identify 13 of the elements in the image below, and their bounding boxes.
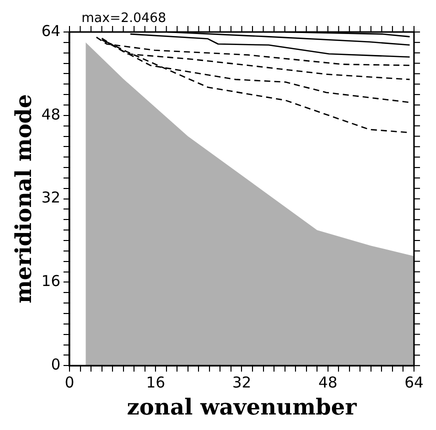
x-tick-label: 48 xyxy=(318,373,338,392)
x-tick-label: 16 xyxy=(146,373,166,392)
x-axis-title: zonal wavenumber xyxy=(126,394,357,421)
y-tick-label: 0 xyxy=(50,355,60,374)
y-tick-label: 32 xyxy=(41,188,60,207)
y-tick-label: 64 xyxy=(41,22,60,40)
y-tick-label: 16 xyxy=(41,272,60,290)
x-tick-label: 64 xyxy=(404,373,424,392)
x-tick-label: 0 xyxy=(64,373,74,392)
x-tick-label: 32 xyxy=(232,373,252,392)
y-tick-label: 48 xyxy=(41,105,60,124)
text: max=2.0468 xyxy=(81,10,166,26)
y-axis-title: meridional mode xyxy=(10,94,37,304)
